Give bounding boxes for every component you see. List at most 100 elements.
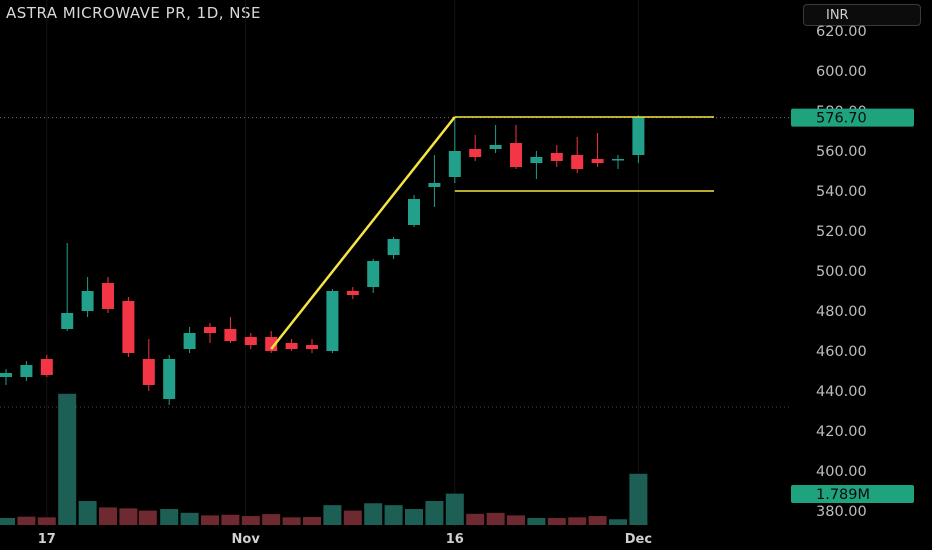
candle: [612, 155, 624, 169]
volume-bar: [180, 512, 199, 525]
candle: [102, 277, 114, 313]
candle: [489, 125, 502, 153]
candle-body: [387, 239, 400, 255]
drawings: [270, 116, 714, 350]
volume-bar: [201, 515, 219, 525]
candle-body: [40, 359, 53, 375]
candle: [387, 237, 400, 259]
candles: [0, 115, 645, 405]
candle-body: [530, 157, 543, 163]
candle-body: [285, 343, 298, 349]
candle-body: [326, 291, 339, 351]
volume-label: 1.789M: [816, 487, 870, 503]
candle: [326, 289, 339, 353]
volume-bar: [568, 517, 587, 525]
volume-bar: [37, 517, 56, 525]
y-tick-label: 560.00: [816, 144, 867, 160]
volume-bar: [527, 517, 546, 525]
candle-body: [61, 313, 74, 329]
y-tick-label: 540.00: [816, 184, 867, 200]
volume-bar: [303, 517, 321, 525]
candle: [448, 117, 461, 183]
candle: [550, 145, 563, 167]
y-tick-label: 440.00: [816, 384, 867, 400]
volume-bar: [629, 473, 648, 525]
candle-body: [122, 301, 135, 353]
candle: [81, 277, 94, 317]
volume-bar: [507, 515, 525, 525]
volume-bar: [364, 503, 383, 525]
volume-bar: [405, 509, 423, 525]
candle: [122, 297, 135, 357]
grid-lines: [0, 0, 790, 527]
candle: [469, 135, 482, 161]
candle: [591, 133, 604, 167]
volume-bar: [99, 507, 117, 525]
volume-bar: [466, 513, 485, 525]
candle: [0, 369, 12, 385]
y-tick-label: 500.00: [816, 264, 867, 280]
candle-body: [163, 359, 176, 399]
volume-bar: [0, 517, 15, 525]
y-tick-label: 420.00: [816, 424, 867, 440]
volume-bar: [323, 505, 342, 525]
candle-body: [632, 117, 645, 155]
candle-body: [244, 337, 257, 345]
candle-body: [20, 365, 33, 377]
candle: [183, 327, 196, 353]
candle-body: [224, 329, 237, 341]
candle: [510, 125, 522, 169]
candle: [40, 355, 53, 377]
volume-bar: [343, 510, 362, 525]
volume-bar: [547, 517, 566, 525]
candle-body: [408, 199, 420, 225]
candle-body: [183, 333, 196, 349]
y-tick-label: 400.00: [816, 464, 867, 480]
y-tick-label: 480.00: [816, 304, 867, 320]
volume-bar: [609, 519, 627, 525]
candle: [530, 151, 543, 179]
volume-bar: [425, 501, 444, 525]
volume-tag: [791, 485, 914, 503]
candle: [306, 339, 318, 353]
volume-bar: [241, 516, 260, 525]
volume-bar: [58, 393, 77, 525]
candle-body: [265, 337, 278, 351]
candle: [408, 195, 420, 227]
volume-bars: [0, 393, 648, 525]
candle-body: [612, 159, 624, 161]
volume-bar: [282, 517, 301, 525]
volume-bar: [262, 514, 281, 525]
y-tick-label: 620.00: [816, 24, 867, 40]
trend-line: [270, 116, 456, 350]
chart-title: ASTRA MICROWAVE PR, 1D, NSE: [6, 4, 262, 22]
candle: [265, 331, 278, 353]
y-tick-label: 460.00: [816, 344, 867, 360]
time-axis: 17 Nov 16 Dec: [38, 532, 652, 547]
candle: [367, 259, 380, 293]
x-tick-label: 17: [38, 532, 56, 547]
price-axis: 620.00600.00580.00560.00540.00520.00500.…: [816, 24, 867, 520]
last-price-label: 576.70: [816, 111, 867, 127]
currency-selector[interactable]: INR: [803, 4, 921, 26]
candle: [224, 317, 237, 343]
volume-bar: [138, 510, 157, 525]
volume-bar: [445, 493, 464, 525]
candle: [346, 287, 359, 299]
volume-bar: [17, 516, 36, 525]
candle-body: [489, 145, 502, 149]
volume-bar: [221, 514, 240, 525]
x-tick-label: 16: [446, 532, 464, 547]
y-tick-label: 520.00: [816, 224, 867, 240]
volume-bar: [384, 505, 403, 525]
candle-body: [591, 159, 604, 163]
volume-bar: [588, 516, 607, 525]
candle-body: [102, 283, 114, 309]
candle-body: [428, 183, 441, 187]
volume-bar: [78, 501, 97, 525]
candle: [61, 243, 74, 331]
candle: [20, 361, 33, 381]
candle-body: [81, 291, 94, 311]
candle: [285, 339, 298, 351]
